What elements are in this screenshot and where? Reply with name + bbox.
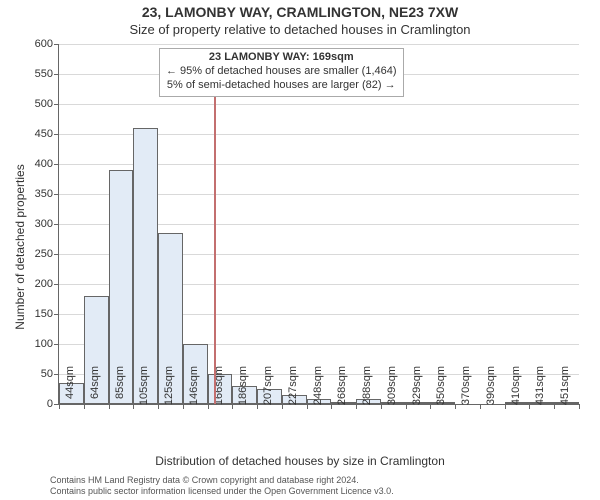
x-tick-mark: [505, 404, 506, 409]
x-tick-mark: [257, 404, 258, 409]
x-tick-label: 227sqm: [287, 366, 299, 410]
y-tick-mark: [54, 374, 59, 375]
y-tick-mark: [54, 74, 59, 75]
footer-line-1: Contains HM Land Registry data © Crown c…: [50, 475, 590, 485]
x-tick-mark: [529, 404, 530, 409]
x-tick-label: 329sqm: [411, 366, 423, 410]
y-tick-label: 200: [13, 278, 53, 290]
y-tick-mark: [54, 254, 59, 255]
x-tick-mark: [579, 404, 580, 409]
chart-container: 23, LAMONBY WAY, CRAMLINGTON, NE23 7XW S…: [0, 0, 600, 500]
x-tick-label: 370sqm: [460, 366, 472, 410]
y-tick-label: 100: [13, 338, 53, 350]
x-tick-mark: [282, 404, 283, 409]
y-tick-mark: [54, 284, 59, 285]
x-tick-label: 105sqm: [138, 366, 150, 410]
footer-attribution: Contains HM Land Registry data © Crown c…: [50, 475, 590, 496]
gridline: [59, 104, 579, 105]
histogram-bar: [133, 128, 158, 404]
x-tick-mark: [183, 404, 184, 409]
y-tick-mark: [54, 134, 59, 135]
x-tick-label: 207sqm: [262, 366, 274, 410]
y-tick-label: 600: [13, 38, 53, 50]
x-tick-mark: [133, 404, 134, 409]
gridline: [59, 44, 579, 45]
y-tick-mark: [54, 224, 59, 225]
x-tick-mark: [331, 404, 332, 409]
y-tick-mark: [54, 164, 59, 165]
x-tick-label: 186sqm: [237, 366, 249, 410]
y-tick-label: 150: [13, 308, 53, 320]
y-tick-label: 350: [13, 188, 53, 200]
x-tick-mark: [480, 404, 481, 409]
x-tick-label: 268sqm: [336, 366, 348, 410]
annotation-line-larger: 5% of semi-detached houses are larger (8…: [166, 79, 397, 93]
x-tick-label: 431sqm: [534, 366, 546, 410]
x-tick-mark: [406, 404, 407, 409]
x-tick-mark: [307, 404, 308, 409]
y-tick-mark: [54, 344, 59, 345]
x-tick-label: 410sqm: [510, 366, 522, 410]
x-tick-mark: [430, 404, 431, 409]
x-tick-label: 248sqm: [312, 366, 324, 410]
x-tick-mark: [356, 404, 357, 409]
x-tick-label: 350sqm: [435, 366, 447, 410]
y-tick-mark: [54, 44, 59, 45]
x-tick-mark: [381, 404, 382, 409]
x-axis-label: Distribution of detached houses by size …: [0, 454, 600, 468]
x-tick-mark: [232, 404, 233, 409]
x-tick-mark: [59, 404, 60, 409]
y-tick-label: 400: [13, 158, 53, 170]
y-tick-mark: [54, 194, 59, 195]
footer-line-2: Contains public sector information licen…: [50, 486, 590, 496]
x-tick-label: 44sqm: [64, 366, 76, 410]
x-tick-mark: [84, 404, 85, 409]
x-tick-label: 85sqm: [114, 366, 126, 410]
y-tick-mark: [54, 314, 59, 315]
x-tick-mark: [158, 404, 159, 409]
y-tick-label: 450: [13, 128, 53, 140]
x-tick-mark: [554, 404, 555, 409]
property-size-marker: [214, 90, 216, 404]
y-tick-label: 250: [13, 248, 53, 260]
chart-title-main: 23, LAMONBY WAY, CRAMLINGTON, NE23 7XW: [0, 4, 600, 20]
plot-area: 05010015020025030035040045050055060044sq…: [58, 44, 579, 405]
x-tick-label: 146sqm: [188, 366, 200, 410]
y-tick-mark: [54, 104, 59, 105]
x-tick-label: 64sqm: [89, 366, 101, 410]
x-tick-label: 125sqm: [163, 366, 175, 410]
y-tick-label: 500: [13, 98, 53, 110]
annotation-box: 23 LAMONBY WAY: 169sqm ← 95% of detached…: [159, 48, 404, 97]
y-tick-label: 550: [13, 68, 53, 80]
x-tick-label: 451sqm: [559, 366, 571, 410]
x-tick-label: 390sqm: [485, 366, 497, 410]
annotation-title: 23 LAMONBY WAY: 169sqm: [166, 51, 397, 65]
y-tick-label: 50: [13, 368, 53, 380]
x-tick-label: 288sqm: [361, 366, 373, 410]
y-tick-label: 0: [13, 398, 53, 410]
x-tick-mark: [208, 404, 209, 409]
x-tick-mark: [455, 404, 456, 409]
x-tick-mark: [109, 404, 110, 409]
x-tick-label: 309sqm: [386, 366, 398, 410]
annotation-line-smaller: ← 95% of detached houses are smaller (1,…: [166, 65, 397, 79]
y-tick-label: 300: [13, 218, 53, 230]
chart-title-sub: Size of property relative to detached ho…: [0, 22, 600, 37]
